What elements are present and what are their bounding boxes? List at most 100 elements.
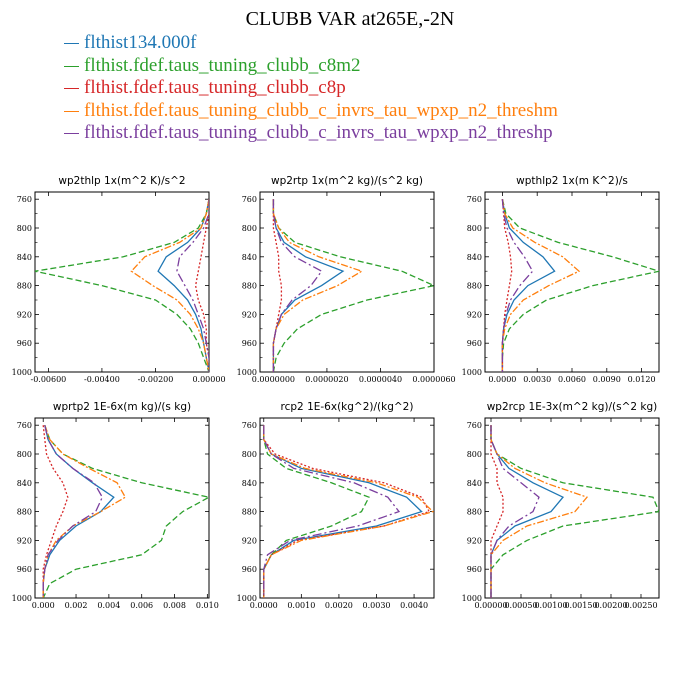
- legend-swatch: [64, 65, 79, 67]
- y-tick-label: 880: [467, 508, 482, 517]
- y-tick-label: 1000: [12, 368, 32, 377]
- chart-panel: wp2rtp 1x(m^2 kg)/(s^2 kg) 760 800 840 880 92…: [237, 175, 456, 384]
- y-tick-label: 880: [17, 282, 32, 291]
- legend-item: flthist.fdef.taus_tuning_clubb_c8p: [62, 77, 558, 100]
- series-line: [501, 199, 581, 372]
- series-line: [263, 425, 401, 598]
- chart-panel: wp2rcp 1E-3x(m^2 kg)/(s^2 kg) 760 800 840 88…: [462, 401, 660, 610]
- chart-panel: wp2thlp 1x(m^2 K)/s^2 760 800 840 880 920 960 1…: [12, 175, 226, 384]
- y-tick-label: 920: [242, 310, 257, 319]
- x-tick-label: 0.0060: [558, 375, 586, 384]
- legend-label: flthist.fdef.taus_tuning_clubb_c8p: [84, 77, 346, 98]
- x-tick-label: 0.00250: [624, 601, 657, 610]
- y-tick-label: 960: [467, 339, 482, 348]
- x-tick-label: 0.0030: [523, 375, 551, 384]
- y-tick-label: 960: [17, 565, 32, 574]
- series-line: [263, 425, 431, 598]
- x-tick-label: -0.00400: [84, 375, 120, 384]
- series-line: [490, 425, 504, 598]
- y-tick-label: 920: [17, 310, 32, 319]
- plot-frame: [484, 417, 660, 599]
- y-tick-label: 960: [467, 565, 482, 574]
- series-line: [42, 425, 115, 598]
- series-line: [42, 425, 104, 598]
- y-tick-label: 1000: [12, 594, 32, 603]
- series-line: [35, 199, 209, 372]
- series-line: [501, 199, 556, 372]
- x-tick-label: 0.0020: [325, 601, 353, 610]
- y-tick-label: 800: [17, 224, 32, 233]
- x-tick-label: 0.004: [97, 601, 120, 610]
- series-line: [272, 199, 323, 372]
- y-tick-label: 840: [467, 253, 482, 262]
- x-tick-label: 0.010: [196, 601, 219, 610]
- y-tick-label: 760: [242, 421, 257, 430]
- chart-panel: wprtp2 1E-6x(m kg)/(s kg) 760 800 840 880 920…: [12, 401, 219, 610]
- series-line: [501, 199, 659, 372]
- series-line: [490, 425, 565, 598]
- plot-frame: [34, 191, 210, 373]
- y-tick-label: 800: [17, 450, 32, 459]
- x-tick-label: 0.0000000: [252, 375, 295, 384]
- y-tick-label: 800: [467, 450, 482, 459]
- y-tick-label: 840: [17, 253, 32, 262]
- legend-swatch: [64, 88, 79, 89]
- panel-title: rcp2 1E-6x(kg^2)/(kg^2): [281, 401, 414, 413]
- panel-title: wpthlp2 1x(m K^2)/s: [516, 175, 628, 187]
- series-line: [272, 199, 434, 372]
- series-line: [176, 199, 209, 372]
- x-tick-label: 0.0040: [400, 601, 428, 610]
- x-tick-label: 0.00150: [564, 601, 597, 610]
- y-tick-label: 840: [17, 479, 32, 488]
- x-tick-label: 0.0000040: [359, 375, 402, 384]
- series-line: [501, 199, 534, 372]
- legend-item: flthist134.000f: [62, 32, 558, 55]
- panel-title: wprtp2 1E-6x(m kg)/(s kg): [53, 401, 191, 413]
- y-tick-label: 840: [242, 253, 257, 262]
- x-tick-label: 0.00000: [474, 601, 507, 610]
- legend-item: flthist.fdef.taus_tuning_clubb_c8m2: [62, 55, 558, 78]
- x-tick-label: -0.00600: [30, 375, 66, 384]
- y-tick-label: 1000: [462, 594, 482, 603]
- y-tick-label: 800: [242, 224, 257, 233]
- y-tick-label: 880: [242, 282, 257, 291]
- x-tick-label: 0.0000060: [412, 375, 455, 384]
- y-tick-label: 920: [467, 310, 482, 319]
- legend-swatch: [64, 133, 79, 134]
- legend-label: flthist.fdef.taus_tuning_clubb_c_invrs_t…: [84, 122, 553, 143]
- y-tick-label: 800: [242, 450, 257, 459]
- series-line: [42, 425, 69, 598]
- y-tick-label: 760: [242, 195, 257, 204]
- y-tick-label: 1000: [237, 368, 257, 377]
- x-tick-label: 0.006: [130, 601, 153, 610]
- y-tick-label: 920: [467, 536, 482, 545]
- y-tick-label: 960: [17, 339, 32, 348]
- series-line: [194, 199, 209, 372]
- y-tick-label: 760: [17, 195, 32, 204]
- series-line: [42, 424, 209, 598]
- x-tick-label: 0.0000: [488, 375, 516, 384]
- y-tick-label: 1000: [462, 368, 482, 377]
- y-tick-label: 800: [467, 224, 482, 233]
- series-line: [263, 425, 370, 598]
- x-tick-label: 0.0010: [287, 601, 315, 610]
- legend-item: flthist.fdef.taus_tuning_clubb_c_invrs_t…: [62, 122, 558, 145]
- chart-panel: rcp2 1E-6x(kg^2)/(kg^2) 760 800 840 880 920 96…: [237, 401, 435, 610]
- plot-frame: [259, 191, 435, 373]
- figure-title: CLUBB VAR at265E,-2N: [245, 8, 455, 30]
- plot-frame: [259, 417, 435, 599]
- plot-frame: [34, 417, 210, 599]
- y-tick-label: 960: [242, 565, 257, 574]
- x-tick-label: 0.002: [65, 601, 88, 610]
- series-line: [157, 199, 209, 372]
- y-tick-label: 960: [242, 339, 257, 348]
- x-tick-label: -0.00200: [138, 375, 174, 384]
- legend-item: flthist.fdef.taus_tuning_clubb_c_invrs_t…: [62, 100, 558, 123]
- panel-title: wp2rcp 1E-3x(m^2 kg)/(s^2 kg): [487, 401, 658, 413]
- x-tick-label: 0.0000: [250, 601, 278, 610]
- x-tick-label: 0.00050: [504, 601, 537, 610]
- y-tick-label: 760: [467, 421, 482, 430]
- x-tick-label: 0.00200: [594, 601, 627, 610]
- legend: flthist134.000f flthist.fdef.taus_tuning…: [62, 32, 558, 145]
